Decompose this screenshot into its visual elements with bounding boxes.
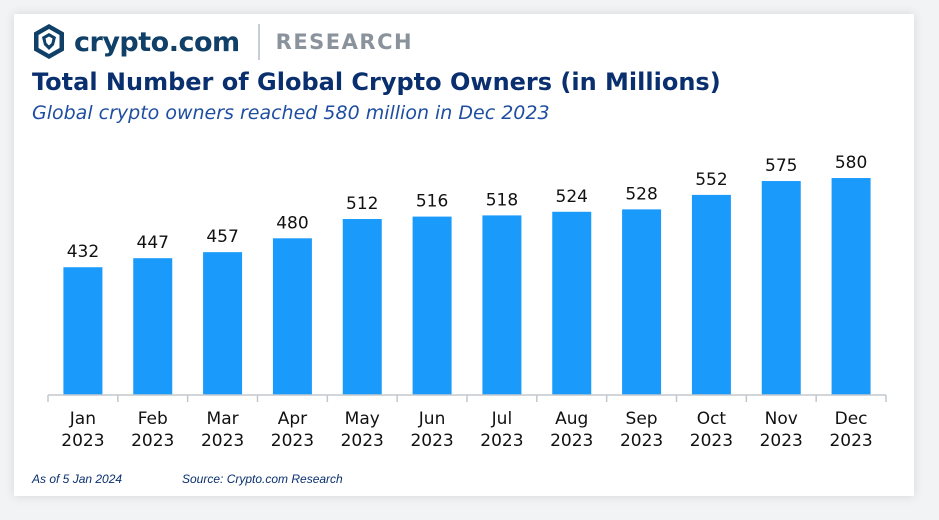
as-of-note: As of 5 Jan 2024 [32,472,123,486]
x-tick-label-sep: Sep [626,409,658,429]
x-tick-year-aug: 2023 [550,431,593,451]
data-label-jul: 518 [486,190,518,210]
x-tick-year-sep: 2023 [620,431,663,451]
bar-feb [133,258,173,395]
bar-jun [412,216,452,395]
chart-subtitle: Global crypto owners reached 580 million… [32,102,550,124]
x-tick-label-may: May [345,409,380,429]
x-tick-label-nov: Nov [765,409,798,429]
x-tick-label-jul: Jul [491,409,513,429]
data-label-jun: 516 [416,192,448,212]
bar-jan [63,267,103,395]
data-label-nov: 575 [765,156,797,176]
bar-apr [272,238,312,395]
header-divider [257,24,260,60]
chart-title: Total Number of Global Crypto Owners (in… [32,68,721,96]
bar-may [342,219,382,395]
x-tick-year-apr: 2023 [271,431,314,451]
data-label-apr: 480 [276,213,308,233]
bar-nov [761,181,801,395]
source-note: Source: Crypto.com Research [182,472,343,486]
x-tick-year-oct: 2023 [690,431,733,451]
x-tick-year-jul: 2023 [480,431,523,451]
data-label-aug: 524 [556,187,588,207]
x-tick-label-jan: Jan [69,409,96,429]
x-tick-year-may: 2023 [341,431,384,451]
bar-oct [691,194,731,395]
data-label-sep: 528 [625,184,657,204]
x-tick-year-nov: 2023 [760,431,803,451]
x-tick-label-mar: Mar [207,409,239,429]
x-tick-year-feb: 2023 [131,431,174,451]
bar-jul [482,215,522,395]
x-tick-label-dec: Dec [835,409,868,429]
bar-aug [552,211,592,395]
x-tick-label-feb: Feb [138,409,168,429]
bar-sep [622,209,662,395]
x-tick-label-apr: Apr [278,409,307,429]
x-tick-year-jan: 2023 [61,431,104,451]
data-label-dec: 580 [835,153,867,173]
crypto-lion-shield-icon [34,24,64,59]
header: crypto.com RESEARCH [32,22,413,62]
brand-name: crypto.com [74,26,240,58]
x-tick-year-mar: 2023 [201,431,244,451]
x-tick-label-jun: Jun [418,409,446,429]
bar-dec [831,178,871,395]
data-label-mar: 457 [206,227,238,247]
data-label-oct: 552 [695,170,727,190]
data-label-feb: 447 [137,233,169,253]
data-label-jan: 432 [67,242,99,262]
x-tick-label-aug: Aug [555,409,588,429]
section-label: RESEARCH [275,30,414,54]
data-label-may: 512 [346,194,378,214]
bar-mar [203,252,243,395]
x-tick-year-jun: 2023 [410,431,453,451]
x-tick-year-dec: 2023 [829,431,872,451]
x-tick-label-oct: Oct [697,409,727,429]
